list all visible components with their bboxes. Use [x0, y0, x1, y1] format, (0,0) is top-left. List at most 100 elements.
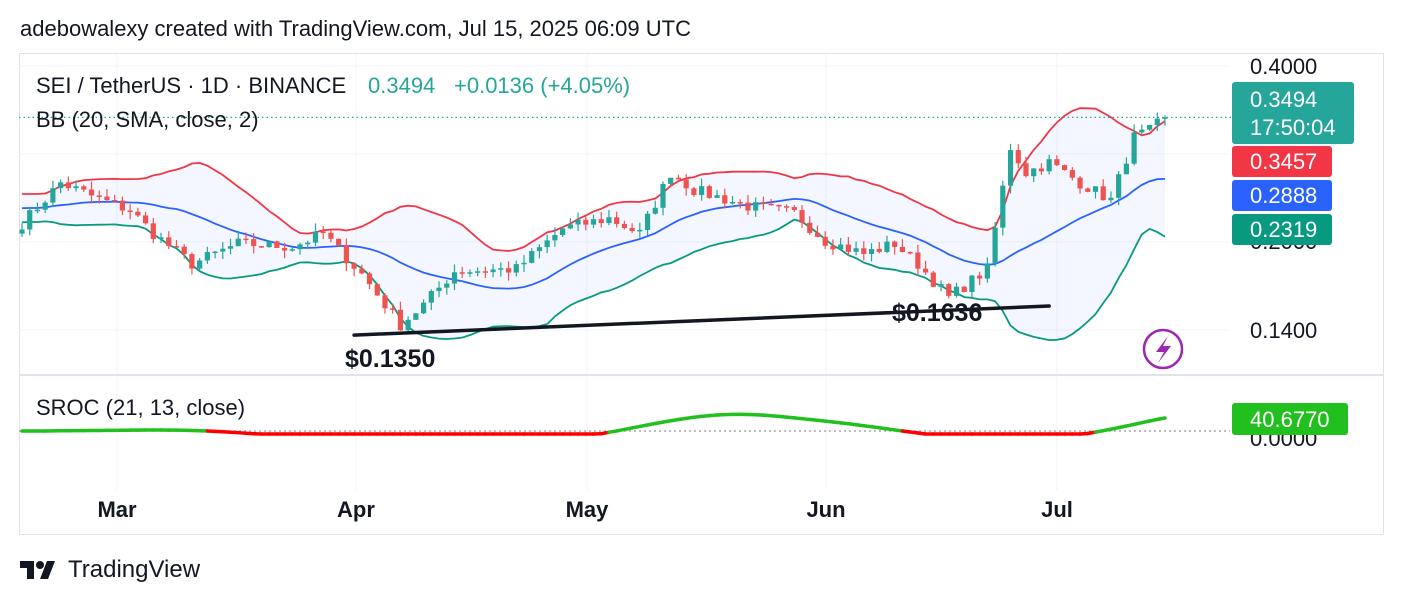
candle-body: [1162, 117, 1168, 119]
candle-body: [1069, 170, 1075, 178]
badge-bb-upper: [1232, 146, 1332, 177]
candle-body: [1116, 174, 1122, 198]
badge-sroc-text: 40.6770: [1250, 407, 1330, 432]
candle-body: [104, 196, 110, 200]
candle-body: [1054, 159, 1060, 166]
candle-body: [197, 260, 203, 269]
candle-body: [420, 302, 427, 314]
badge-last-price-text: 0.3494: [1250, 87, 1317, 112]
candle-body: [73, 186, 79, 189]
candle-body: [498, 268, 504, 270]
candle-body: [691, 188, 697, 196]
candle-body: [274, 241, 280, 248]
candle-body: [899, 246, 906, 252]
candle-body: [660, 183, 666, 208]
candle-body: [258, 246, 265, 248]
symbol-last: 0.3494: [368, 73, 435, 98]
candle-body: [745, 202, 751, 211]
candle-body: [289, 249, 295, 251]
candle-body: [428, 291, 434, 303]
bb-basis-line: [21, 178, 1166, 290]
candle-body: [799, 210, 805, 223]
candle-body: [1000, 185, 1006, 228]
candle-body: [42, 202, 48, 210]
candle-body: [436, 287, 442, 292]
candle-body: [1100, 186, 1106, 201]
candle-body: [652, 207, 658, 214]
candle-body: [621, 223, 627, 228]
candle-body: [768, 203, 774, 206]
candle-body: [560, 228, 566, 236]
candle-body: [791, 207, 797, 211]
candle-body: [814, 232, 821, 237]
candle-body: [969, 275, 975, 292]
candle-body: [552, 235, 558, 241]
candle-body: [699, 186, 705, 196]
candle-body: [505, 268, 512, 273]
badge-bb-basis-text: 0.2888: [1250, 183, 1317, 208]
symbol-change: +0.0136 (+4.05%): [454, 73, 630, 98]
candle-body: [1139, 129, 1145, 133]
candle-body: [714, 195, 720, 198]
candle-body: [266, 241, 272, 248]
candle-body: [1023, 163, 1029, 177]
candle-body: [181, 246, 187, 255]
bb-label: BB (20, SMA, close, 2): [36, 107, 259, 132]
candle-body: [166, 237, 172, 247]
candle-body: [88, 189, 95, 196]
bb-upper-line: [22, 107, 1166, 252]
sroc-label: SROC (21, 13, close): [36, 395, 245, 420]
candle-body: [922, 268, 929, 273]
badge-countdown-text: 17:50:04: [1250, 115, 1336, 140]
candle-body: [467, 272, 473, 274]
candle-body: [251, 239, 257, 247]
candles: [19, 112, 1168, 333]
badge-sroc: [1232, 403, 1348, 435]
candle-body: [753, 202, 759, 211]
candle-body: [729, 202, 736, 204]
candle-body: [305, 242, 311, 245]
candle-body: [50, 188, 56, 203]
candle-body: [281, 247, 288, 251]
annotation-low-june: $0.1636: [892, 299, 982, 327]
support-trendline: [352, 304, 1051, 337]
candle-body: [1062, 165, 1068, 171]
candle-body: [807, 222, 813, 233]
candle-body: [451, 272, 458, 284]
candle-body: [490, 269, 496, 273]
footer-brand: TradingView: [68, 556, 201, 583]
candle-body: [706, 186, 712, 198]
candle-body: [822, 236, 828, 246]
candle-body: [112, 199, 118, 202]
candle-body: [374, 284, 380, 296]
candle-body: [992, 227, 998, 264]
time-label-apr: Apr: [337, 497, 375, 522]
candle-body: [135, 211, 141, 216]
chart-frame[interactable]: [19, 53, 1384, 535]
candle-body: [1046, 159, 1052, 172]
candle-body: [343, 245, 349, 264]
candle-body: [189, 254, 195, 269]
candle-body: [783, 206, 790, 208]
candle-body: [81, 186, 87, 190]
candle-body: [119, 200, 125, 211]
candle-body: [544, 240, 550, 248]
candle-body: [1038, 168, 1045, 172]
candle-body: [220, 248, 226, 252]
chart-attribution: adebowalexy created with TradingView.com…: [20, 16, 691, 41]
candle-body: [590, 219, 597, 225]
candle-body: [907, 251, 913, 254]
candle-body: [475, 271, 481, 273]
candle-body: [390, 308, 396, 310]
candle-body: [521, 262, 527, 265]
badge-bb-upper-text: 0.3457: [1250, 149, 1317, 174]
candle-body: [683, 179, 689, 189]
candle-body: [150, 223, 156, 239]
lightning-icon[interactable]: [1142, 328, 1184, 370]
annotation-low-april: $0.1350: [345, 345, 435, 373]
candle-body: [760, 202, 767, 204]
candle-body: [34, 209, 41, 212]
candle-body: [737, 202, 743, 204]
candle-body: [1131, 132, 1137, 164]
